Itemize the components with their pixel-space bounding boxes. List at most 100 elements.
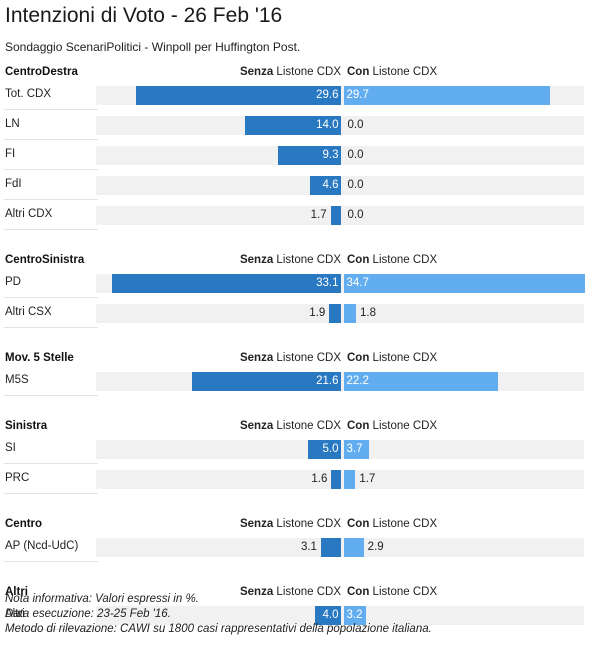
column-header-senza-bold: Senza xyxy=(239,420,274,432)
value-label-senza: 1.6 xyxy=(311,473,328,485)
bar-senza xyxy=(136,86,342,105)
column-header-senza-text: Listone CDX xyxy=(273,518,341,530)
column-header-con-text: Listone CDX xyxy=(369,586,438,598)
column-header-con-text: Listone CDX xyxy=(369,66,438,78)
bar-con xyxy=(343,86,551,105)
column-header-senza: Senza Listone CDX xyxy=(240,352,341,364)
row-label: FdI xyxy=(5,178,22,190)
value-label-con: 3.7 xyxy=(346,443,363,455)
row-label: PD xyxy=(5,276,21,288)
value-label-senza: 4.6 xyxy=(322,179,339,191)
row-label: Altri xyxy=(5,608,25,620)
row-separator xyxy=(4,297,98,298)
bar-senza xyxy=(330,206,342,225)
value-label-con: 29.7 xyxy=(346,89,369,101)
section-label: Sinistra xyxy=(5,420,48,432)
column-header-con: Con Listone CDX xyxy=(347,586,437,598)
value-label-con: 3.2 xyxy=(346,609,363,621)
bar-senza xyxy=(307,440,342,459)
value-label-con: 0.0 xyxy=(347,209,364,221)
value-label-con: 0.0 xyxy=(347,179,364,191)
column-header-senza: Senza Listone CDX xyxy=(240,586,341,598)
value-label-senza: 5.0 xyxy=(322,443,339,455)
column-header-con-bold: Con xyxy=(347,254,370,266)
column-header-senza-bold: Senza xyxy=(239,66,274,78)
row-separator xyxy=(4,629,98,630)
value-label-senza: 14.0 xyxy=(316,119,339,131)
row-label: Altri CSX xyxy=(5,306,52,318)
row-separator xyxy=(4,561,98,562)
footnote-info: Nota informativa: Valori espressi in %. xyxy=(5,593,199,605)
column-header-con: Con Listone CDX xyxy=(347,518,437,530)
column-header-con-bold: Con xyxy=(347,352,370,364)
column-header-con-bold: Con xyxy=(347,420,370,432)
value-label-con: 1.8 xyxy=(360,307,377,319)
section-label: CentroSinistra xyxy=(5,254,85,266)
bar-con xyxy=(343,274,585,293)
row-label: FI xyxy=(5,148,16,160)
row-separator xyxy=(4,229,98,230)
column-header-con-text: Listone CDX xyxy=(369,420,438,432)
chart-subtitle: Sondaggio ScenariPolitici - Winpoll per … xyxy=(5,40,301,54)
value-label-senza: 4.0 xyxy=(322,609,339,621)
column-header-con: Con Listone CDX xyxy=(347,66,437,78)
column-header-con-text: Listone CDX xyxy=(369,254,438,266)
row-label: LN xyxy=(5,118,20,130)
column-header-senza: Senza Listone CDX xyxy=(240,420,341,432)
value-label-senza: 9.3 xyxy=(322,149,339,161)
footnotes: Nota informativa: Valori espressi in %. … xyxy=(5,592,432,637)
section-label: Mov. 5 Stelle xyxy=(5,352,74,364)
value-label-con: 2.9 xyxy=(367,541,384,553)
row-separator xyxy=(4,199,98,200)
section-label: CentroDestra xyxy=(5,66,78,78)
column-header-senza-text: Listone CDX xyxy=(273,586,341,598)
column-header-con-text: Listone CDX xyxy=(369,518,438,530)
row-label: AP (Ncd-UdC) xyxy=(5,540,79,552)
bar-senza xyxy=(310,176,342,195)
section-label: Centro xyxy=(5,518,43,530)
row-separator xyxy=(4,493,98,494)
row-separator xyxy=(4,109,98,110)
column-header-con-bold: Con xyxy=(347,518,370,530)
value-label-con: 1.7 xyxy=(359,473,376,485)
column-header-senza-text: Listone CDX xyxy=(273,254,341,266)
value-label-senza: 29.6 xyxy=(316,89,339,101)
row-separator xyxy=(4,139,98,140)
column-header-senza-bold: Senza xyxy=(239,254,274,266)
footnote-method: Metodo di rilevazione: CAWI su 1800 casi… xyxy=(5,623,432,635)
value-label-con: 0.0 xyxy=(347,149,364,161)
bar-senza xyxy=(192,372,342,391)
row-separator xyxy=(4,395,98,396)
value-label-senza: 33.1 xyxy=(316,277,339,289)
value-label-con: 0.0 xyxy=(347,119,364,131)
value-label-senza: 21.6 xyxy=(316,375,339,387)
value-label-con: 22.2 xyxy=(346,375,369,387)
column-header-senza-bold: Senza xyxy=(239,586,274,598)
row-label: M5S xyxy=(5,374,29,386)
row-label: Tot. CDX xyxy=(5,88,52,100)
column-header-con-bold: Con xyxy=(347,66,370,78)
bar-con xyxy=(343,304,357,323)
value-label-senza: 1.9 xyxy=(309,307,326,319)
column-header-con-text: Listone CDX xyxy=(369,352,438,364)
bar-con xyxy=(343,606,366,625)
row-separator xyxy=(4,327,98,328)
bar-senza xyxy=(112,274,342,293)
bar-con xyxy=(343,470,356,489)
row-label: Altri CDX xyxy=(5,208,53,220)
column-header-senza: Senza Listone CDX xyxy=(240,254,341,266)
bar-senza xyxy=(329,304,342,323)
value-label-senza: 1.7 xyxy=(310,209,327,221)
row-label: PRC xyxy=(5,472,30,484)
bar-senza xyxy=(245,116,342,135)
row-label: SI xyxy=(5,442,16,454)
row-separator xyxy=(4,463,98,464)
bar-senza xyxy=(314,606,342,625)
column-header-senza-bold: Senza xyxy=(239,352,274,364)
bar-senza xyxy=(320,538,342,557)
column-header-con-bold: Con xyxy=(347,586,370,598)
column-header-senza-text: Listone CDX xyxy=(273,420,341,432)
section-label: Altri xyxy=(5,586,28,598)
value-label-con: 34.7 xyxy=(346,277,369,289)
column-header-con: Con Listone CDX xyxy=(347,352,437,364)
